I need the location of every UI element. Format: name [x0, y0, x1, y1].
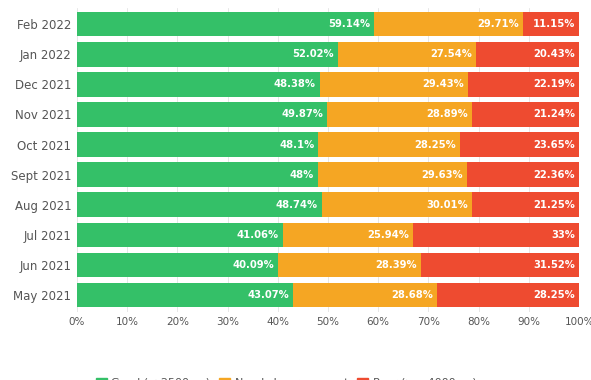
Bar — [77, 132, 319, 157]
Text: 33%: 33% — [551, 230, 575, 240]
Text: 28.25%: 28.25% — [534, 290, 575, 300]
Bar — [77, 223, 283, 247]
Bar — [77, 102, 327, 127]
Bar — [472, 102, 579, 127]
Bar — [319, 132, 460, 157]
Bar — [374, 12, 523, 36]
Bar — [283, 223, 413, 247]
Bar — [472, 192, 579, 217]
Bar — [320, 72, 467, 97]
Bar — [338, 42, 476, 66]
Bar — [467, 162, 579, 187]
Text: 30.01%: 30.01% — [427, 200, 469, 210]
Bar — [77, 72, 320, 97]
Bar — [77, 192, 322, 217]
Text: 11.15%: 11.15% — [532, 19, 575, 29]
Bar — [467, 72, 579, 97]
Bar — [77, 12, 374, 36]
Bar — [327, 102, 472, 127]
Bar — [322, 192, 472, 217]
Text: 28.68%: 28.68% — [391, 290, 433, 300]
Bar — [437, 283, 579, 307]
Text: 41.06%: 41.06% — [237, 230, 279, 240]
Text: 28.25%: 28.25% — [415, 139, 456, 150]
Text: 40.09%: 40.09% — [232, 260, 274, 270]
Bar — [77, 283, 293, 307]
Text: 48.38%: 48.38% — [274, 79, 316, 89]
Text: 59.14%: 59.14% — [328, 19, 370, 29]
Text: 25.94%: 25.94% — [368, 230, 410, 240]
Bar — [413, 223, 579, 247]
Text: 20.43%: 20.43% — [533, 49, 575, 59]
Bar — [77, 162, 318, 187]
Text: 31.52%: 31.52% — [533, 260, 575, 270]
Bar — [77, 253, 278, 277]
Text: 48.74%: 48.74% — [275, 200, 317, 210]
Text: 29.63%: 29.63% — [421, 169, 463, 180]
Text: 48%: 48% — [290, 169, 314, 180]
Text: 22.19%: 22.19% — [534, 79, 575, 89]
Text: 48.1%: 48.1% — [279, 139, 314, 150]
Bar — [318, 162, 467, 187]
Text: 43.07%: 43.07% — [248, 290, 289, 300]
Text: 22.36%: 22.36% — [534, 169, 575, 180]
Text: 23.65%: 23.65% — [534, 139, 575, 150]
Text: 28.89%: 28.89% — [427, 109, 469, 119]
Text: 29.43%: 29.43% — [422, 79, 464, 89]
Bar — [293, 283, 437, 307]
Text: 28.39%: 28.39% — [375, 260, 417, 270]
Text: 27.54%: 27.54% — [431, 49, 472, 59]
Legend: Good (< 2500ms), Needs Improvement, Poor (>= 4000ms): Good (< 2500ms), Needs Improvement, Poor… — [92, 374, 480, 380]
Text: 29.71%: 29.71% — [478, 19, 519, 29]
Bar — [278, 253, 421, 277]
Text: 49.87%: 49.87% — [281, 109, 323, 119]
Bar — [460, 132, 579, 157]
Text: 21.25%: 21.25% — [533, 200, 575, 210]
Bar — [421, 253, 579, 277]
Bar — [77, 42, 338, 66]
Bar — [476, 42, 579, 66]
Text: 21.24%: 21.24% — [533, 109, 575, 119]
Text: 52.02%: 52.02% — [293, 49, 334, 59]
Bar — [523, 12, 579, 36]
